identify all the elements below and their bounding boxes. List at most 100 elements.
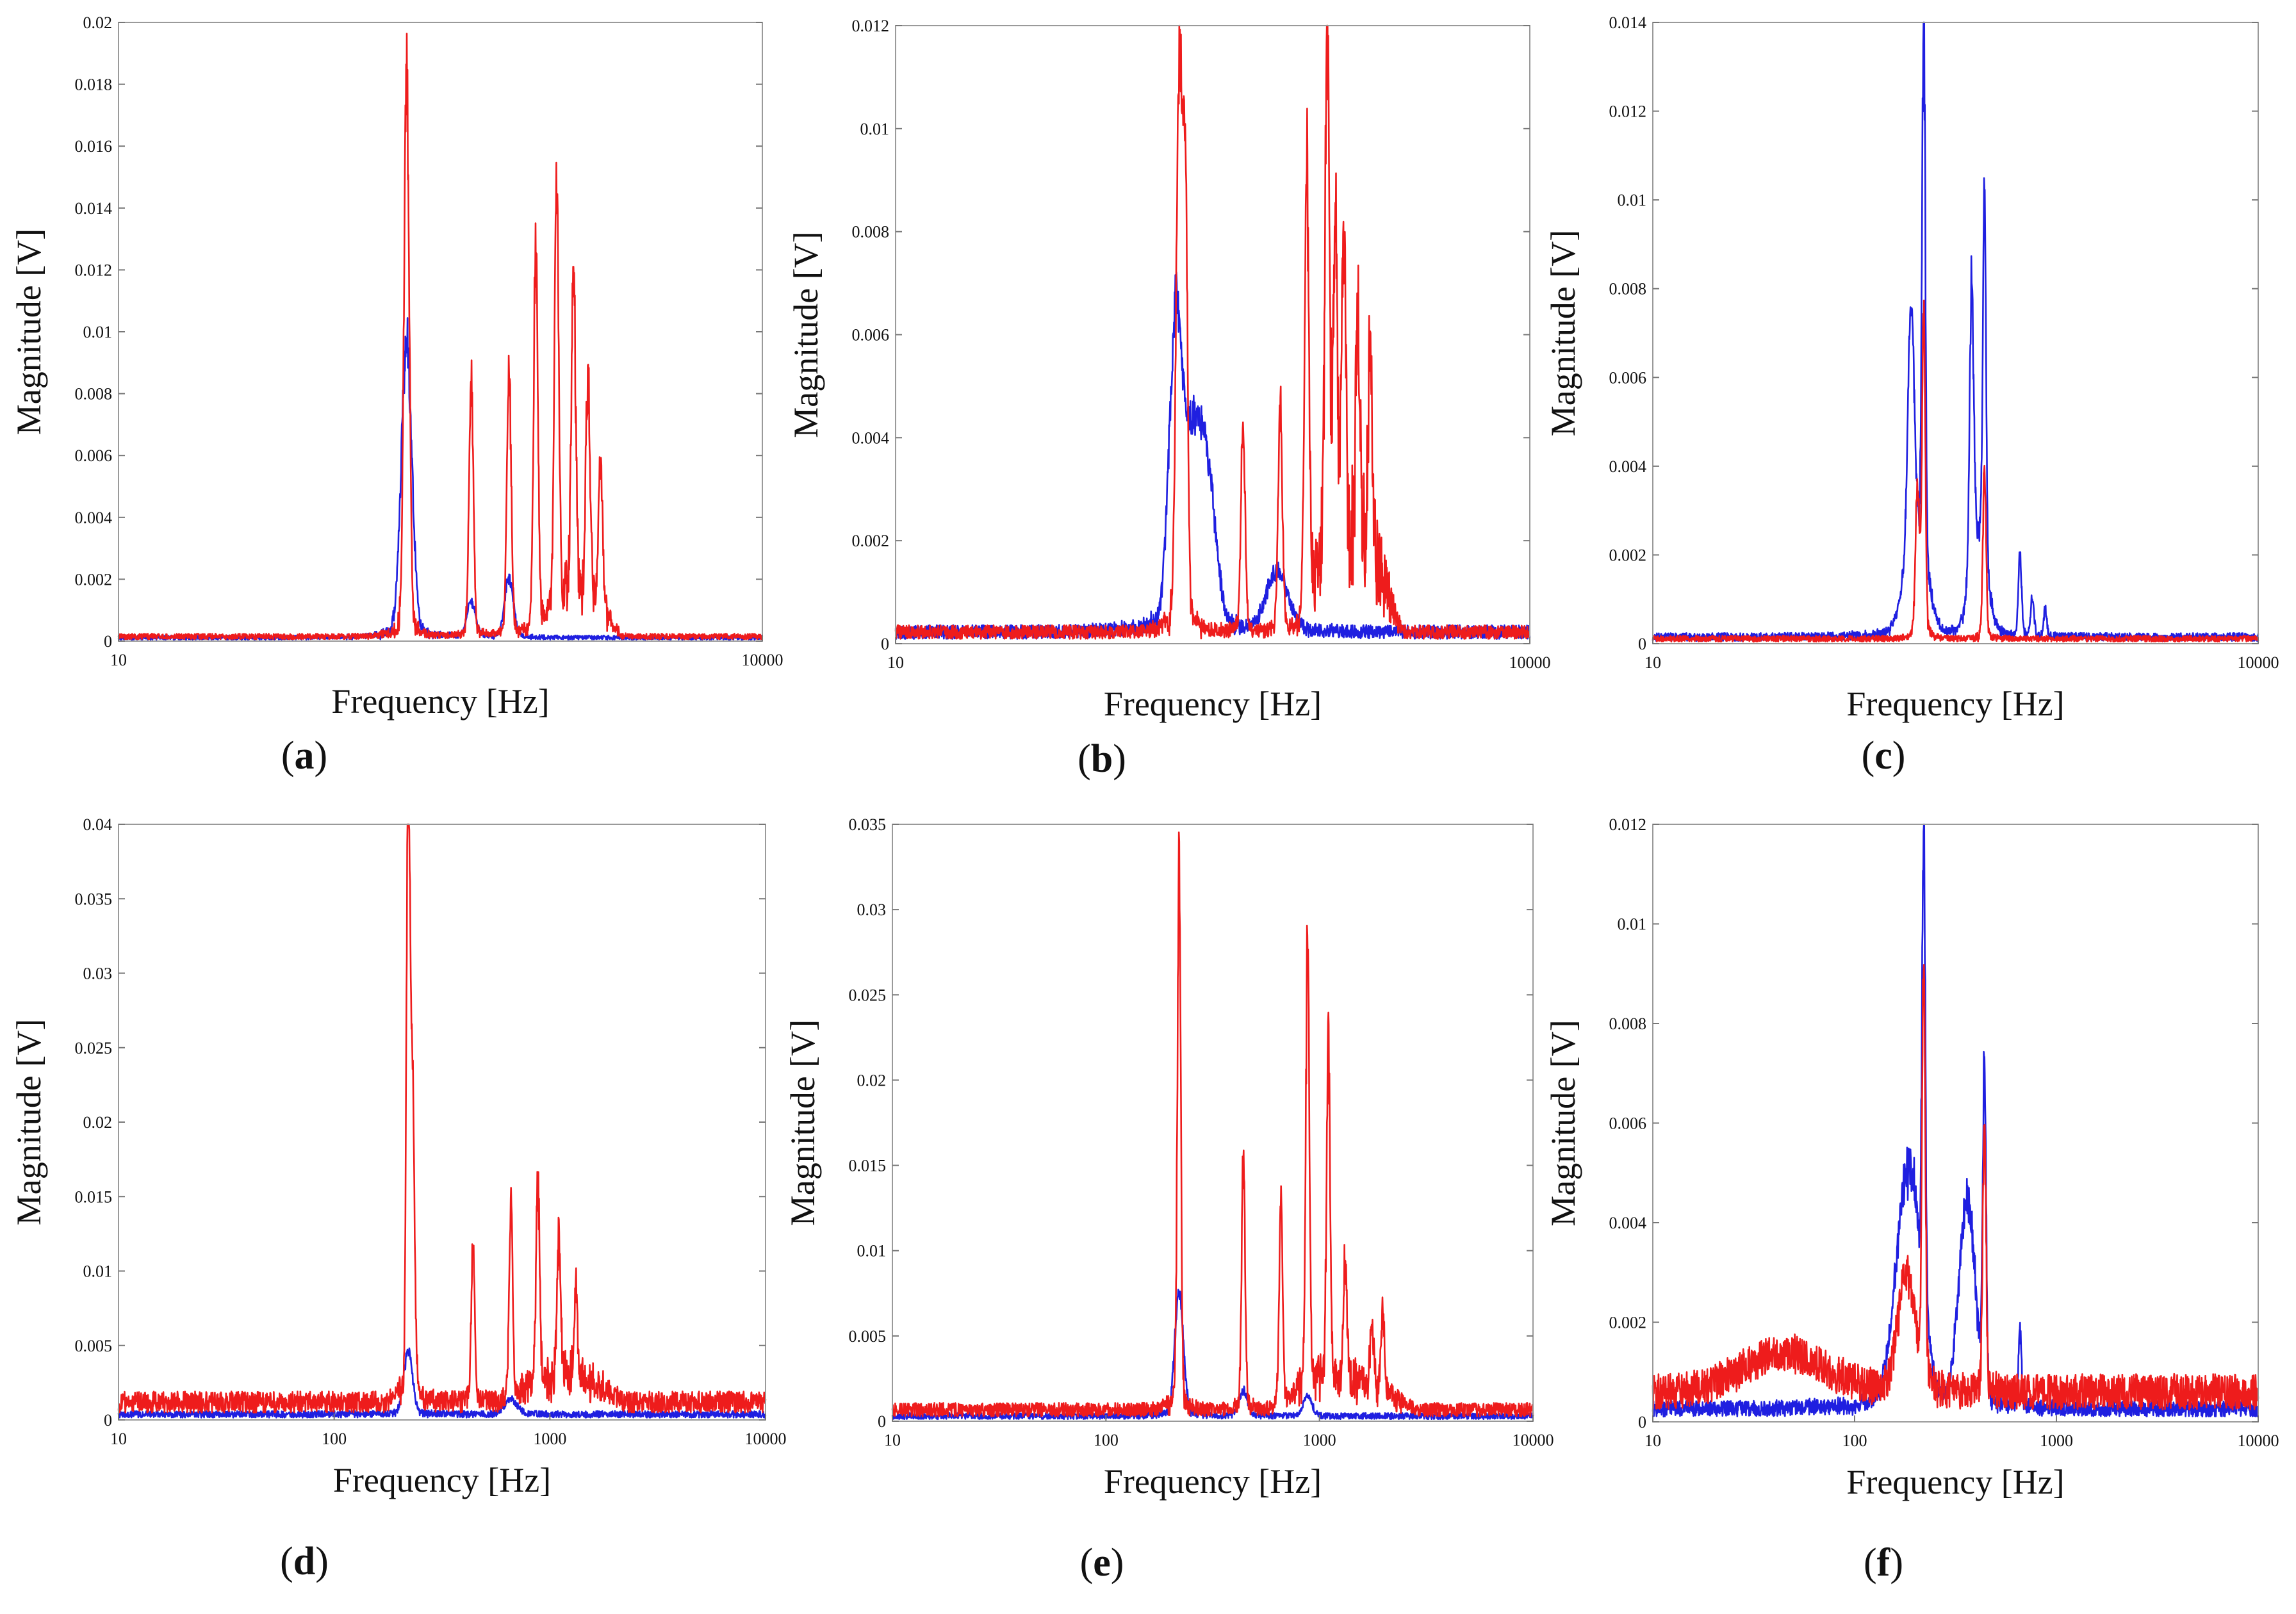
y-tick-label: 0.008 (75, 385, 113, 403)
x-axis-title: Frequency [Hz] (331, 682, 549, 721)
y-tick-label: 0 (104, 1411, 112, 1430)
y-tick-label: 0.03 (857, 901, 887, 919)
x-tick-label: 10 (1644, 1431, 1661, 1450)
y-tick-label: 0.012 (852, 17, 890, 35)
chart-panel-a: 0 0.002 0.004 0.006 0.008 0.01 0.012 0.014 0.016… (10, 13, 783, 778)
y-tick-label: 0.025 (849, 986, 887, 1004)
y-tick-label: 0 (881, 635, 889, 653)
y-tick-label: 0.035 (75, 890, 113, 908)
y-tick-label: 0.012 (75, 261, 113, 279)
series-line-blue (894, 271, 1531, 640)
y-tick-label: 0.035 (849, 815, 887, 834)
x-tick-label: 10000 (2238, 653, 2279, 672)
y-tick-label: 0.008 (1609, 280, 1647, 298)
y-tick-label: 0.002 (1609, 546, 1647, 564)
y-tick-label: 0.014 (1609, 13, 1647, 32)
y-axis-title: Magnitude [V] (1544, 230, 1582, 436)
y-tick-label: 0 (1638, 1413, 1646, 1431)
x-tick-label: 10 (887, 653, 904, 672)
x-tick-label: 10 (110, 651, 127, 669)
y-tick-label: 0.012 (1609, 815, 1647, 834)
y-tick-label: 0.002 (852, 532, 890, 550)
x-axis-title: Frequency [Hz] (1846, 685, 2064, 723)
y-tick-label: 0 (1638, 635, 1646, 653)
y-tick-label: 0.04 (83, 815, 113, 834)
y-tick-label: 0.006 (1609, 1114, 1647, 1133)
x-tick-label: 1000 (2040, 1431, 2073, 1450)
y-axis-title: Magnitude [V] (10, 1019, 48, 1225)
series-line-red (894, 24, 1531, 640)
y-tick-label: 0.002 (75, 570, 113, 589)
panel-label: (c) (1862, 734, 1906, 778)
x-tick-label: 10000 (1513, 1431, 1554, 1449)
y-tick-label: 0.008 (852, 223, 890, 241)
y-tick-label: 0.015 (75, 1187, 113, 1206)
x-axis-title: Frequency [Hz] (1104, 1462, 1322, 1501)
x-axis-title: Frequency [Hz] (333, 1461, 551, 1499)
series-line-blue (117, 1347, 767, 1419)
x-axis-title: Frequency [Hz] (1846, 1463, 2064, 1501)
y-tick-label: 0.015 (849, 1157, 887, 1175)
y-tick-label: 0.012 (1609, 102, 1647, 121)
chart-panel-b: 0 0.002 0.004 0.006 0.008 0.01 0.012 10 10000 Fre… (787, 17, 1551, 781)
y-tick-label: 0.004 (1609, 457, 1647, 476)
panel-label: (f) (1864, 1541, 1903, 1585)
y-tick-label: 0.01 (857, 1242, 887, 1260)
y-tick-label: 0.01 (1618, 191, 1647, 209)
y-tick-label: 0 (878, 1412, 886, 1431)
y-tick-label: 0 (104, 632, 112, 651)
x-tick-label: 10000 (2238, 1431, 2279, 1450)
x-tick-label: 1000 (1303, 1431, 1336, 1449)
x-tick-label: 10 (110, 1430, 127, 1448)
series-line-blue (1652, 823, 2259, 1418)
y-tick-label: 0.03 (83, 965, 113, 983)
y-axis-title: Magnitude [V] (1544, 1020, 1582, 1226)
chart-panel-e: 0 0.005 0.01 0.015 0.02 0.025 0.03 0.035 10 100 10… (783, 815, 1554, 1585)
x-tick-label: 10000 (745, 1430, 787, 1448)
x-tick-label: 100 (322, 1430, 347, 1448)
panel-label: (a) (281, 734, 327, 778)
y-tick-label: 0.005 (849, 1327, 887, 1346)
chart-panel-d: 0 0.005 0.01 0.015 0.02 0.025 0.03 0.035 0.04 10 1… (10, 815, 787, 1583)
series-line-red (1652, 299, 2259, 643)
y-tick-label: 0.02 (83, 1113, 113, 1132)
x-tick-label: 10 (884, 1431, 901, 1449)
y-tick-label: 0.014 (75, 199, 113, 218)
y-axis-title: Magnitude [V] (783, 1020, 822, 1226)
x-tick-label: 10000 (742, 651, 783, 669)
y-tick-label: 0.01 (83, 323, 113, 341)
y-tick-label: 0.02 (857, 1071, 887, 1089)
x-tick-label: 100 (1842, 1431, 1867, 1450)
y-tick-label: 0.018 (75, 76, 113, 94)
plot-frame (892, 824, 1534, 1422)
series-line-red (891, 831, 1534, 1417)
panel-label: (d) (280, 1540, 329, 1583)
y-tick-label: 0.006 (1609, 368, 1647, 387)
x-axis-title: Frequency [Hz] (1104, 685, 1322, 723)
panel-label: (e) (1080, 1541, 1124, 1585)
series-line-red (117, 823, 767, 1414)
chart-panel-f: 0 0.002 0.004 0.006 0.008 0.01 0.012 10 100 1000 1… (1544, 815, 2279, 1585)
y-axis-title: Magnitude [V] (10, 229, 48, 435)
y-tick-label: 0.01 (1618, 915, 1647, 934)
y-tick-label: 0.006 (852, 326, 890, 345)
y-tick-label: 0.006 (75, 446, 113, 465)
plot-frame (1652, 22, 2259, 644)
chart-panel-c: 0 0.002 0.004 0.006 0.008 0.01 0.012 0.014 10 100… (1544, 13, 2279, 778)
y-tick-label: 0.002 (1609, 1314, 1647, 1332)
x-tick-label: 10 (1644, 653, 1661, 672)
panel-label: (b) (1078, 737, 1126, 781)
y-tick-label: 0.02 (83, 13, 113, 32)
y-tick-label: 0.004 (852, 428, 890, 447)
series-line-red (117, 33, 764, 640)
y-tick-label: 0.005 (75, 1337, 113, 1355)
series-line-red (1652, 964, 2259, 1411)
y-tick-label: 0.008 (1609, 1015, 1647, 1033)
y-axis-title: Magnitude [V] (787, 231, 825, 437)
y-tick-label: 0.025 (75, 1039, 113, 1057)
y-tick-label: 0.004 (1609, 1214, 1647, 1232)
x-tick-label: 1000 (533, 1430, 566, 1448)
y-tick-label: 0.016 (75, 137, 113, 156)
y-tick-label: 0.01 (860, 120, 890, 138)
